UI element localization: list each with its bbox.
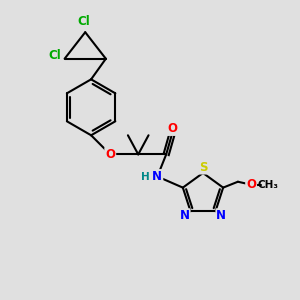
Text: N: N xyxy=(180,209,190,222)
Text: Cl: Cl xyxy=(77,15,90,28)
Text: N: N xyxy=(216,209,226,222)
Text: Cl: Cl xyxy=(48,49,61,62)
Text: O: O xyxy=(246,178,256,191)
Text: H: H xyxy=(141,172,149,182)
Text: S: S xyxy=(199,160,207,174)
Text: CH₃: CH₃ xyxy=(258,180,279,190)
Text: O: O xyxy=(105,148,115,161)
Text: O: O xyxy=(167,122,177,135)
Text: N: N xyxy=(152,170,162,183)
